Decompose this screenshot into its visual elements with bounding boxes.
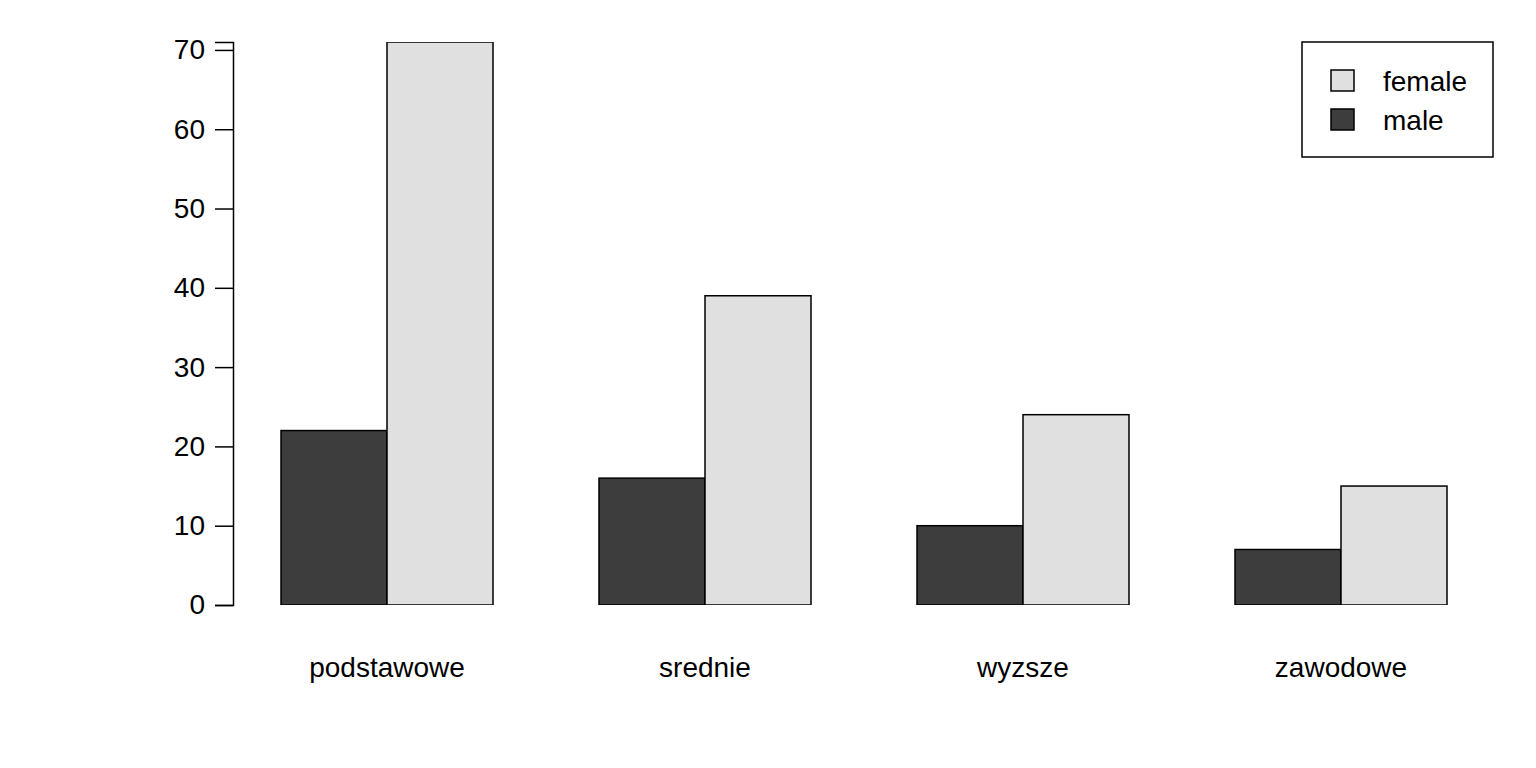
bar (1235, 549, 1341, 605)
y-tick-label: 60 (174, 114, 205, 145)
y-tick: 30 (174, 352, 233, 383)
bars (281, 42, 1447, 605)
y-tick-label: 50 (174, 193, 205, 224)
legend-label: male (1383, 105, 1444, 136)
y-tick-mark (215, 525, 233, 527)
x-tick: zawodowe (1275, 652, 1407, 683)
x-axis: podstawowe srednie wyzsze zawodowe (309, 652, 1407, 683)
y-tick-mark (215, 367, 233, 369)
x-tick: srednie (659, 652, 751, 683)
bar (1341, 486, 1447, 605)
y-tick-label: 10 (174, 510, 205, 541)
y-axis-line (215, 43, 234, 606)
bar (387, 42, 493, 605)
y-tick-mark (215, 446, 233, 448)
y-tick: 40 (174, 272, 233, 303)
chart: 0 10 20 30 40 50 60 70 podstawowe srednie wyzsze za… (0, 0, 1536, 768)
x-tick-label: zawodowe (1275, 652, 1407, 683)
x-tick: wyzsze (976, 652, 1069, 683)
x-tick-label: podstawowe (309, 652, 465, 683)
x-tick-label: srednie (659, 652, 751, 683)
y-tick: 10 (174, 510, 233, 541)
y-tick-mark (215, 208, 233, 210)
bar (705, 296, 811, 605)
y-tick-mark (215, 129, 233, 131)
x-tick: podstawowe (309, 652, 465, 683)
bar (1023, 415, 1129, 605)
y-tick-label: 0 (189, 589, 205, 620)
y-tick: 0 (189, 589, 233, 620)
y-tick-label: 30 (174, 352, 205, 383)
y-tick-mark (215, 605, 233, 607)
y-tick-label: 40 (174, 272, 205, 303)
bar (917, 526, 1023, 605)
x-tick-label: wyzsze (976, 652, 1069, 683)
y-tick-mark (215, 288, 233, 290)
bar (599, 478, 705, 605)
y-tick: 20 (174, 431, 233, 462)
bar (281, 431, 387, 605)
legend-label: female (1383, 66, 1467, 97)
legend-box (1302, 42, 1493, 157)
y-tick: 70 (174, 34, 233, 65)
y-tick-mark (215, 50, 233, 52)
y-tick-label: 70 (174, 34, 205, 65)
legend-swatch (1331, 70, 1354, 91)
y-tick-label: 20 (174, 431, 205, 462)
legend-swatch (1331, 109, 1354, 130)
legend: female male (1302, 42, 1493, 157)
y-axis: 0 10 20 30 40 50 60 70 (174, 34, 234, 620)
y-tick: 60 (174, 114, 233, 145)
y-tick: 50 (174, 193, 233, 224)
